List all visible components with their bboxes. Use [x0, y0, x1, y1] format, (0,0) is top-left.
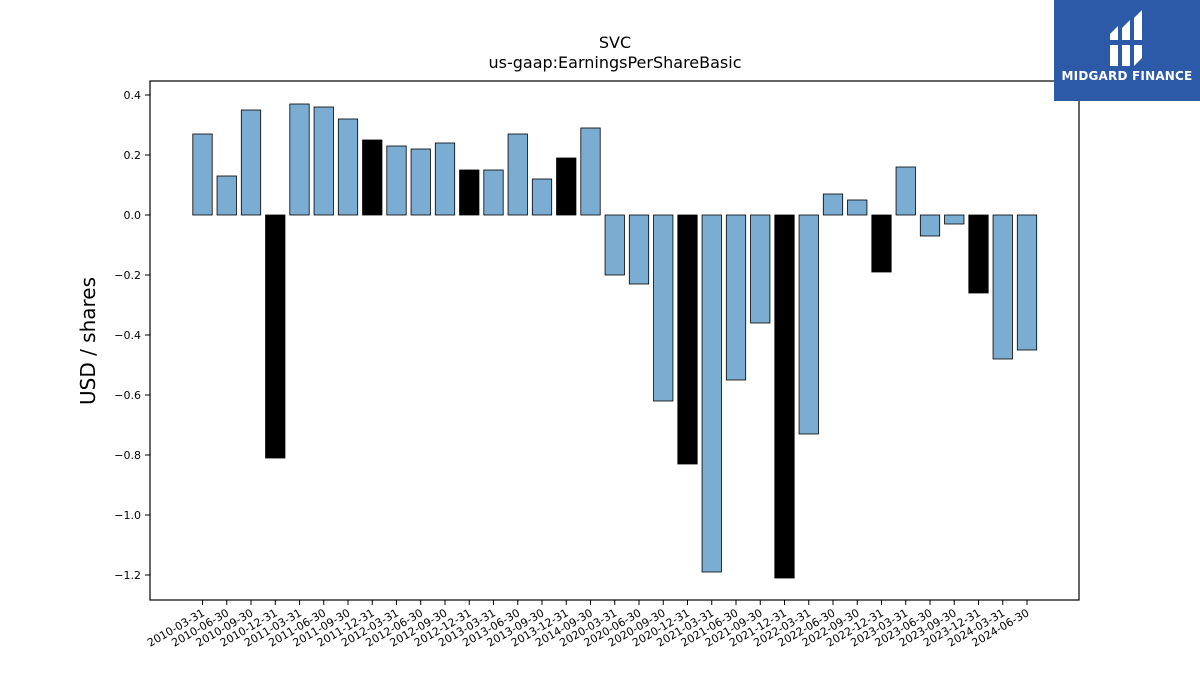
bar-2010-03-31 [192, 133, 213, 216]
bar-2020-09-30 [653, 214, 674, 402]
bar-2014-09-30 [580, 127, 601, 216]
bar-2010-09-30 [240, 109, 262, 216]
bar-2023-03-31 [895, 166, 916, 216]
bar-2022-12-31 [871, 214, 892, 273]
bar-2021-09-30 [750, 214, 771, 324]
bar-2020-03-31 [604, 214, 625, 276]
y-tick-label: −0.6 [114, 389, 141, 402]
plot-frame [149, 80, 1080, 601]
bar-2013-12-31 [556, 157, 577, 216]
bars [192, 103, 1038, 579]
y-axis: 0.4 0.2 0.0 −0.2 −0.4 −0.6 −0.8 −1.0 −1.2 [114, 89, 150, 582]
bar-2013-03-31 [483, 169, 504, 216]
y-axis-label: USD / shares [76, 277, 100, 405]
bar-2010-12-31 [265, 214, 286, 459]
bar-2021-03-31 [701, 214, 722, 573]
bar-2021-12-31 [774, 214, 795, 579]
bar-2013-06-30 [507, 133, 528, 216]
bar-2020-12-31 [677, 214, 698, 465]
bar-2012-12-31 [459, 169, 480, 216]
bar-2012-06-30 [410, 148, 431, 216]
bar-2023-06-30 [919, 214, 941, 237]
bar-2012-03-31 [386, 145, 407, 216]
y-tick-label: −0.2 [114, 269, 141, 282]
bar-2020-06-30 [628, 214, 650, 285]
logo-text: MIDGARD FINANCE [1061, 69, 1193, 83]
y-tick-label: −0.4 [114, 329, 141, 342]
midgard-logo: MIDGARD FINANCE [1054, 0, 1200, 101]
x-axis: 2010-03-312010-06-302010-09-302010-12-31… [145, 600, 1032, 650]
y-tick-label: 0.4 [124, 89, 142, 102]
bar-2013-09-30 [531, 178, 553, 216]
bar-2011-12-31 [362, 139, 383, 216]
bar-2021-06-30 [725, 214, 747, 381]
midgard-logo-icon [1106, 10, 1146, 66]
bar-2022-03-31 [798, 214, 819, 435]
y-tick-label: −1.2 [114, 569, 141, 582]
bar-2024-06-30 [1016, 214, 1038, 351]
chart-subtitle: us-gaap:EarningsPerShareBasic [488, 53, 741, 72]
y-tick-label: 0.0 [124, 209, 142, 222]
chart-title: SVC [599, 33, 631, 52]
bar-2024-03-31 [992, 214, 1013, 360]
bar-2010-06-30 [216, 175, 237, 216]
bar-2022-06-30 [822, 193, 844, 216]
bar-2011-03-31 [289, 103, 310, 216]
bar-2011-06-30 [313, 106, 334, 216]
bar-2011-09-30 [337, 118, 359, 216]
bar-2023-12-31 [968, 214, 989, 294]
y-tick-label: −1.0 [114, 509, 141, 522]
y-tick-label: 0.2 [124, 149, 142, 162]
y-tick-label: −0.8 [114, 449, 141, 462]
bar-2012-09-30 [434, 142, 456, 216]
bar-2022-09-30 [847, 199, 868, 216]
bar-2023-09-30 [944, 214, 965, 225]
